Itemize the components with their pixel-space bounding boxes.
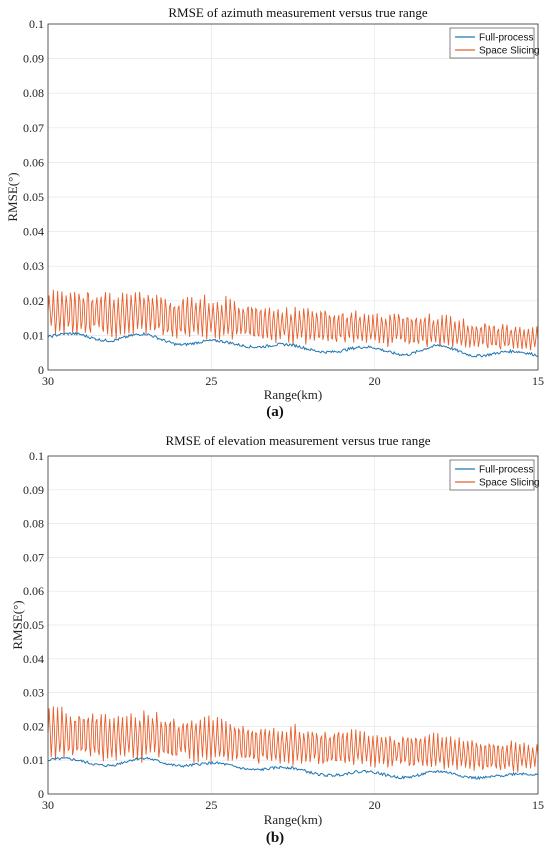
chart-panel-b: RMSE of elevation measurement versus tru… xyxy=(0,428,550,857)
y-axis-label: RMSE(°) xyxy=(10,600,25,649)
caption-a: (a) xyxy=(266,404,284,420)
y-tick-label: 0.01 xyxy=(23,328,44,342)
legend-box xyxy=(449,27,535,59)
y-tick-label: 0.03 xyxy=(23,686,44,700)
y-tick-label: 0.1 xyxy=(29,449,44,463)
y-tick-label: 0.06 xyxy=(23,584,44,598)
x-tick-label: 25 xyxy=(205,798,217,812)
x-tick-label: 15 xyxy=(532,798,544,812)
series-line-full-process xyxy=(47,331,539,358)
chart-panel-a: RMSE of azimuth measurement versus true … xyxy=(0,0,550,428)
y-tick-label: 0.04 xyxy=(23,225,44,239)
y-tick-label: 0 xyxy=(38,363,44,377)
y-tick-label: 0.07 xyxy=(23,550,44,564)
x-tick-label: 30 xyxy=(42,798,54,812)
y-tick-label: 0.07 xyxy=(23,121,44,135)
x-tick-label: 15 xyxy=(532,374,544,388)
y-tick-label: 0.06 xyxy=(23,155,44,169)
chart-b: RMSE of elevation measurement versus tru… xyxy=(10,433,544,827)
legend: Full-process Space Slicing xyxy=(449,27,540,59)
legend-label-space-slicing: Space Slicing xyxy=(479,46,540,57)
y-tick-label: 0.02 xyxy=(23,294,44,308)
x-tick-label: 25 xyxy=(205,374,217,388)
legend-label-full-process: Full-process xyxy=(479,33,533,44)
y-tick-label: 0.09 xyxy=(23,52,44,66)
x-tick-label: 20 xyxy=(369,798,381,812)
y-tick-label: 0 xyxy=(38,787,44,801)
y-tick-label: 0.03 xyxy=(23,259,44,273)
y-tick-label: 0.02 xyxy=(23,719,44,733)
plot-frame xyxy=(47,455,539,795)
series-line-space-slicing xyxy=(47,706,539,773)
series-line-full-process xyxy=(47,756,539,781)
x-axis-label: Range(km) xyxy=(264,387,322,402)
y-tick-label: 0.04 xyxy=(23,652,44,666)
legend-label-full-process: Full-process xyxy=(479,465,533,476)
y-tick-label: 0.01 xyxy=(23,753,44,767)
legend-label-space-slicing: Space Slicing xyxy=(479,478,540,489)
legend: Full-process Space Slicing xyxy=(449,459,540,491)
y-tick-label: 0.08 xyxy=(23,86,44,100)
y-tick-label: 0.05 xyxy=(23,618,44,632)
y-tick-label: 0.05 xyxy=(23,190,44,204)
plot-frame xyxy=(47,23,539,371)
x-tick-label: 20 xyxy=(369,374,381,388)
chart-a: RMSE of azimuth measurement versus true … xyxy=(5,5,544,402)
series-line-space-slicing xyxy=(47,289,539,351)
legend-box xyxy=(449,459,535,491)
y-tick-label: 0.09 xyxy=(23,483,44,497)
x-axis-label: Range(km) xyxy=(264,812,322,827)
y-tick-label: 0.1 xyxy=(29,17,44,31)
x-tick-label: 30 xyxy=(42,374,54,388)
caption-b: (b) xyxy=(265,830,285,846)
y-tick-label: 0.08 xyxy=(23,517,44,531)
chart-title: RMSE of elevation measurement versus tru… xyxy=(166,433,431,448)
y-axis-label: RMSE(°) xyxy=(5,172,20,221)
chart-title: RMSE of azimuth measurement versus true … xyxy=(168,5,427,20)
